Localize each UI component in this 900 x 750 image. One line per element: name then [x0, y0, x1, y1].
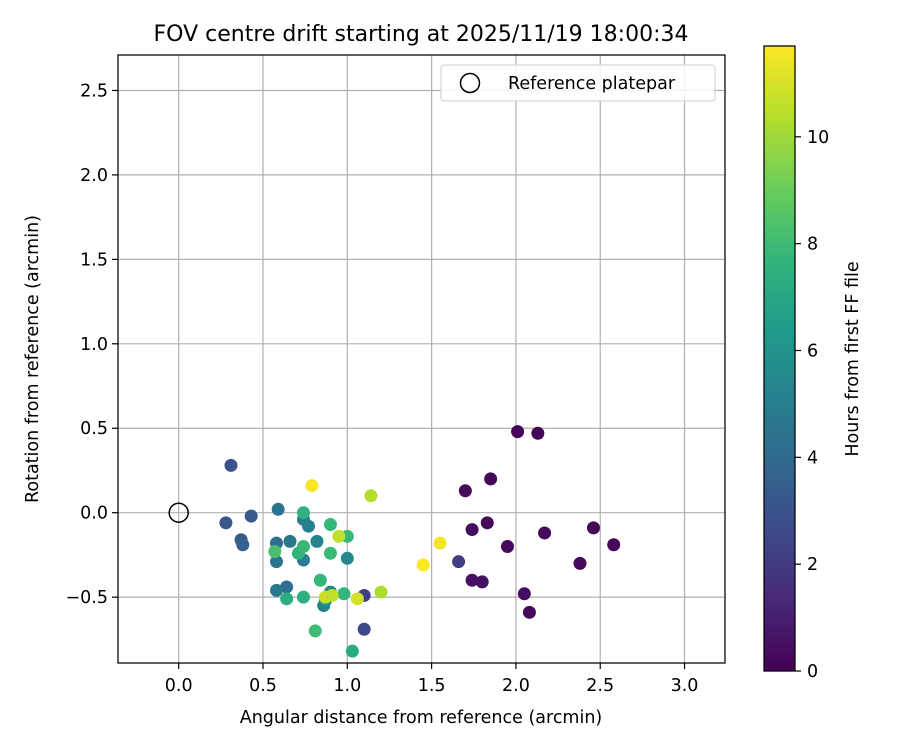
y-tick-label: 1.0: [80, 335, 108, 355]
data-point: [458, 484, 472, 498]
data-point: [340, 551, 354, 565]
data-point: [283, 534, 297, 548]
x-axis-ticks: 0.0 0.5 1.0 1.5 2.0 2.5 3.0: [165, 663, 699, 696]
data-point: [296, 539, 310, 553]
data-point: [269, 583, 283, 597]
x-tick-label: 2.5: [586, 676, 614, 696]
data-point: [332, 529, 346, 543]
legend-marker-icon: [459, 72, 481, 94]
data-point: [269, 555, 283, 569]
colorbar-tick-label: 2: [807, 555, 818, 575]
data-point: [271, 502, 285, 516]
x-tick-label: 0.0: [165, 676, 193, 696]
reference-marker: [168, 502, 189, 523]
data-point: [236, 538, 250, 552]
data-point: [244, 509, 258, 523]
data-point: [323, 518, 337, 532]
data-point: [345, 644, 359, 658]
colorbar-tick-label: 4: [807, 448, 818, 468]
legend-label: Reference platepar: [508, 74, 676, 94]
reference-marker-group: [168, 502, 189, 523]
x-tick-label: 2.0: [502, 676, 530, 696]
x-tick-label: 1.0: [333, 676, 361, 696]
y-tick-label: 0.5: [80, 419, 108, 439]
data-point: [310, 534, 324, 548]
plot-frame: [117, 54, 726, 664]
data-point: [452, 555, 466, 569]
data-point: [573, 556, 587, 570]
y-tick-label: 2.0: [80, 166, 108, 186]
data-point: [325, 588, 339, 602]
legend-box: [440, 64, 716, 102]
data-point: [313, 573, 327, 587]
data-point: [480, 516, 494, 530]
data-point: [350, 592, 364, 606]
y-axis-label: Rotation from reference (arcmin): [23, 215, 43, 503]
data-point: [280, 580, 294, 594]
y-tick-label: 2.5: [80, 81, 108, 101]
colorbar-label: Hours from first FF file: [843, 261, 863, 456]
y-tick-label: 0.0: [80, 504, 108, 524]
colorbar: 0 2 4 6 8 10 Hours from first FF file: [763, 45, 863, 682]
data-point: [607, 538, 621, 552]
data-point: [531, 426, 545, 440]
x-tick-label: 3.0: [671, 676, 699, 696]
colorbar-tick-label: 6: [807, 341, 818, 361]
data-point: [538, 526, 552, 540]
data-point: [511, 425, 525, 439]
data-point: [280, 592, 294, 606]
plot-background: [118, 55, 725, 663]
data-point: [268, 545, 282, 559]
colorbar-tick-label: 0: [807, 662, 818, 682]
data-point: [337, 587, 351, 601]
data-point: [224, 458, 238, 472]
data-point: [517, 587, 531, 601]
data-point: [586, 521, 600, 535]
data-point: [500, 539, 514, 553]
colorbar-tick-label: 8: [807, 235, 818, 255]
data-point: [296, 506, 310, 520]
data-point: [374, 585, 388, 599]
colorbar-ticks: 0 2 4 6 8 10: [795, 128, 829, 682]
x-axis-label: Angular distance from reference (arcmin): [240, 708, 603, 728]
legend: Reference platepar: [440, 64, 716, 102]
data-point: [357, 622, 371, 636]
data-point: [522, 605, 536, 619]
y-axis-ticks: −0.5 0.0 0.5 1.0 1.5 2.0 2.5: [66, 81, 118, 608]
data-point: [296, 590, 310, 604]
data-point: [433, 536, 447, 550]
data-point: [308, 624, 322, 638]
y-tick-label: −0.5: [66, 588, 109, 608]
x-tick-label: 0.5: [249, 676, 277, 696]
colorbar-tick-label: 10: [807, 128, 829, 148]
data-point: [305, 479, 319, 493]
data-point: [302, 519, 316, 533]
data-point: [465, 523, 479, 537]
data-point: [219, 516, 233, 530]
data-point: [323, 546, 337, 560]
data-points: [219, 425, 621, 658]
data-point: [364, 489, 378, 503]
y-tick-label: 1.5: [80, 250, 108, 270]
data-point: [465, 573, 479, 587]
data-point: [416, 558, 430, 572]
chart-title: FOV centre drift starting at 2025/11/19 …: [154, 22, 689, 47]
colorbar-gradient: [763, 45, 796, 672]
data-point: [475, 575, 489, 589]
x-tick-label: 1.5: [418, 676, 446, 696]
data-point: [484, 472, 498, 486]
